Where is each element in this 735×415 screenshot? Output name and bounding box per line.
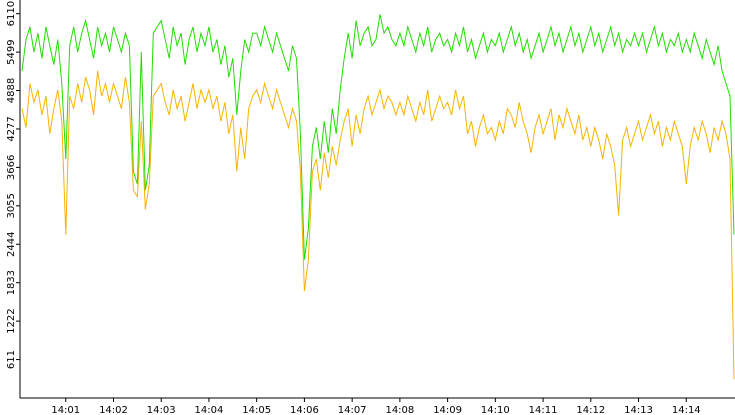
x-tick-label: 14:06 — [290, 405, 319, 415]
x-tick-label: 14:07 — [338, 405, 367, 415]
x-tick-label: 14:14 — [672, 405, 701, 415]
series-line — [21, 70, 735, 380]
x-tick-label: 14:10 — [481, 405, 510, 415]
x-tick-label: 14:04 — [195, 405, 224, 415]
x-tick-label: 14:02 — [99, 405, 128, 415]
x-tick-label: 14:12 — [576, 405, 605, 415]
y-tick-label: 611 — [6, 350, 17, 369]
y-tick-label: 2444 — [6, 232, 17, 257]
x-tick-label: 14:05 — [242, 405, 271, 415]
x-tick-label: 14:09 — [433, 405, 462, 415]
series-line — [21, 14, 735, 260]
x-tick-label: 14:01 — [51, 405, 80, 415]
y-tick-label: 3055 — [6, 193, 17, 218]
y-tick-label: 4888 — [6, 78, 17, 103]
x-tick-label: 14:08 — [385, 405, 414, 415]
y-tick-label: 4277 — [6, 116, 17, 141]
y-tick-label: 1833 — [6, 270, 17, 295]
y-tick-label: 3666 — [6, 155, 17, 180]
x-tick-label: 14:11 — [529, 405, 558, 415]
x-tick-label: 14:03 — [147, 405, 176, 415]
y-tick-label: 6110 — [6, 1, 17, 26]
x-tick-label: 14:13 — [624, 405, 653, 415]
y-tick-label: 1222 — [6, 308, 17, 333]
y-tick-label: 5499 — [6, 39, 17, 64]
